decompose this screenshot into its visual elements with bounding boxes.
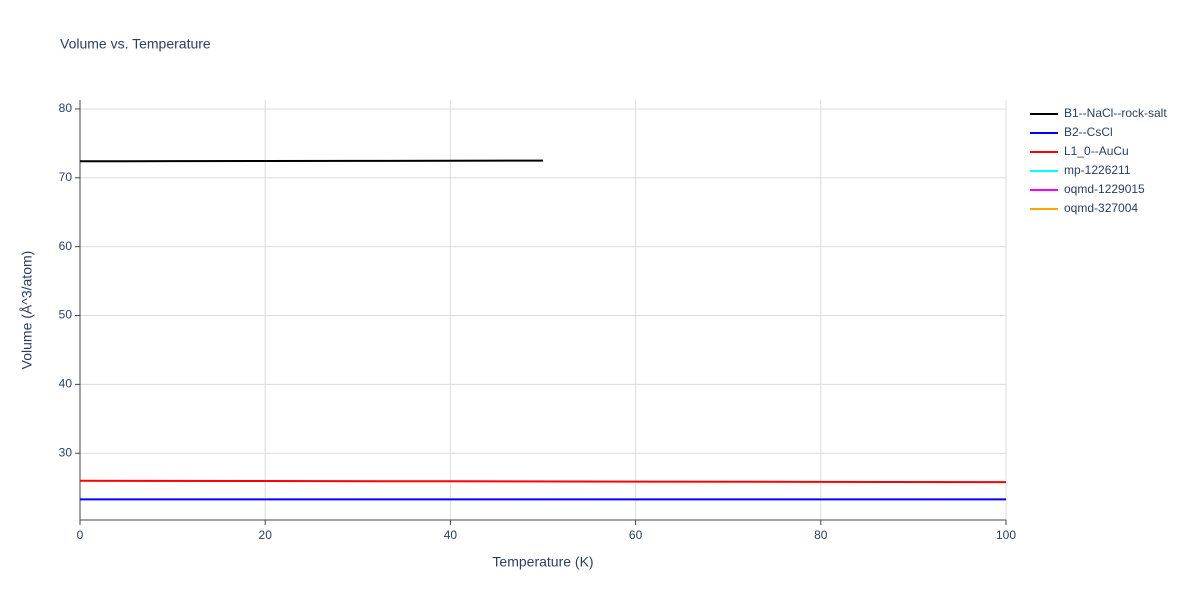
x-tick-label: 80 — [814, 528, 828, 542]
y-tick-label: 30 — [59, 445, 73, 459]
y-tick-label: 80 — [59, 101, 73, 115]
line-series — [79, 159, 544, 163]
legend-label[interactable]: B2--CsCl — [1064, 125, 1113, 139]
line-series — [79, 479, 1007, 484]
legend-label[interactable]: oqmd-1229015 — [1064, 182, 1145, 196]
x-tick-label: 60 — [629, 528, 643, 542]
legend-label[interactable]: mp-1226211 — [1064, 163, 1131, 177]
y-axis-label: Volume (Å^3/atom) — [19, 251, 35, 370]
x-axis-label: Temperature (K) — [492, 554, 593, 570]
legend-label[interactable]: L1_0--AuCu — [1064, 144, 1129, 158]
y-tick-label: 70 — [59, 170, 73, 184]
y-tick-label: 40 — [59, 377, 73, 391]
legend-label[interactable]: oqmd-327004 — [1064, 201, 1138, 215]
x-tick-label: 0 — [77, 528, 84, 542]
x-tick-label: 20 — [259, 528, 273, 542]
x-tick-label: 40 — [444, 528, 458, 542]
y-tick-label: 50 — [59, 308, 73, 322]
chart-title: Volume vs. Temperature — [60, 36, 211, 52]
legend-label[interactable]: B1--NaCl--rock-salt — [1064, 106, 1167, 120]
y-tick-label: 60 — [59, 239, 73, 253]
x-tick-label: 100 — [996, 528, 1016, 542]
